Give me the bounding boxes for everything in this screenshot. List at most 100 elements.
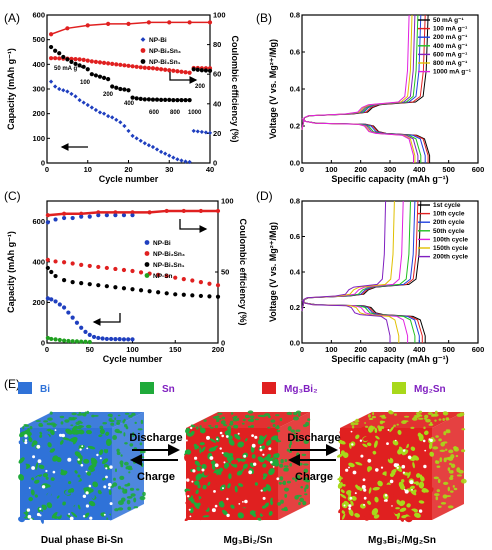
data-point bbox=[154, 147, 160, 152]
phase-grain bbox=[452, 485, 455, 488]
data-point bbox=[65, 57, 70, 62]
data-point bbox=[48, 56, 54, 61]
phase-grain bbox=[237, 417, 240, 421]
phase-grain bbox=[242, 463, 248, 469]
data-point bbox=[73, 94, 78, 99]
y-tick-label: 300 bbox=[32, 85, 45, 94]
pore bbox=[422, 439, 426, 443]
pore bbox=[363, 503, 366, 506]
pore bbox=[385, 499, 388, 502]
phase-grain bbox=[262, 463, 267, 468]
phase-grain bbox=[237, 512, 244, 519]
phase-grain bbox=[186, 505, 192, 509]
pore bbox=[362, 478, 366, 482]
data-point bbox=[104, 284, 109, 289]
data-point bbox=[79, 339, 84, 344]
phase-grain bbox=[77, 504, 81, 510]
phase-grain bbox=[379, 415, 386, 418]
phase-grain bbox=[273, 508, 277, 512]
legend-swatch bbox=[262, 382, 276, 394]
phase-grain bbox=[122, 488, 127, 494]
cube bbox=[184, 410, 311, 522]
phase-grain bbox=[218, 501, 225, 508]
data-point bbox=[144, 273, 150, 278]
phase-grain bbox=[338, 508, 343, 514]
phase-grain bbox=[117, 507, 124, 511]
phase-grain bbox=[124, 412, 130, 415]
phase-grain bbox=[217, 470, 222, 476]
y-tick-label: 400 bbox=[32, 257, 45, 266]
phase-grain bbox=[447, 486, 450, 492]
phase-grain bbox=[284, 459, 288, 462]
phase-grain bbox=[254, 418, 260, 421]
data-point bbox=[146, 65, 151, 71]
phase-grain bbox=[304, 493, 308, 496]
phase-grain bbox=[137, 428, 143, 431]
data-point bbox=[85, 67, 90, 72]
legend-label: Sn bbox=[162, 384, 175, 395]
phase-grain bbox=[127, 467, 133, 471]
y-axis-label: Voltage (V vs. Mg²⁺/Mg) bbox=[268, 222, 278, 322]
phase-grain bbox=[232, 416, 237, 419]
data-point bbox=[101, 111, 107, 116]
data-point bbox=[190, 278, 195, 283]
phase-grain bbox=[200, 489, 209, 494]
data-point bbox=[175, 157, 180, 162]
phase-grain bbox=[263, 473, 268, 477]
phase-grain bbox=[280, 459, 284, 464]
data-point bbox=[62, 260, 67, 265]
pore bbox=[89, 516, 93, 520]
phase-grain bbox=[234, 433, 241, 440]
phase-grain bbox=[365, 425, 369, 428]
data-point bbox=[146, 143, 151, 148]
data-point bbox=[195, 67, 200, 72]
phase-grain bbox=[298, 413, 301, 417]
phase-grain bbox=[371, 508, 379, 516]
pore bbox=[191, 480, 194, 483]
data-point bbox=[87, 332, 92, 337]
phase-grain bbox=[126, 496, 133, 499]
phase-grain bbox=[254, 482, 259, 486]
pore bbox=[270, 460, 273, 464]
data-point bbox=[144, 251, 150, 256]
phase-grain bbox=[197, 484, 201, 489]
phase-grain bbox=[447, 467, 451, 471]
y-tick-label: 0.4 bbox=[290, 85, 301, 94]
data-point bbox=[118, 86, 123, 92]
phase-grain bbox=[438, 438, 442, 442]
phase-grain bbox=[83, 487, 91, 492]
data-point bbox=[66, 310, 71, 315]
phase-grain bbox=[257, 414, 263, 417]
phase-grain bbox=[395, 475, 399, 481]
phase-grain bbox=[100, 443, 108, 450]
x-tick-label: 600 bbox=[472, 345, 485, 354]
phase-grain bbox=[42, 473, 49, 478]
data-point bbox=[57, 302, 62, 307]
data-point bbox=[106, 114, 111, 119]
data-point bbox=[61, 54, 66, 60]
data-point bbox=[138, 96, 143, 101]
data-point bbox=[175, 69, 180, 74]
legend-entry: NP-Bi₁Sn₁ bbox=[153, 262, 185, 269]
phase-grain bbox=[439, 457, 443, 463]
phase-grain bbox=[30, 489, 35, 496]
pore bbox=[96, 453, 99, 457]
phase-grain bbox=[450, 463, 456, 468]
data-point bbox=[146, 97, 151, 102]
pore bbox=[186, 478, 190, 482]
phase-grain bbox=[136, 488, 140, 491]
x-tick-label: 400 bbox=[413, 165, 426, 174]
data-point bbox=[126, 128, 131, 134]
phase-grain bbox=[114, 428, 120, 433]
pore bbox=[221, 452, 224, 454]
x-tick-label: 0 bbox=[45, 165, 49, 174]
phase-grain bbox=[228, 439, 235, 446]
data-point bbox=[49, 336, 54, 342]
phase-grain bbox=[142, 491, 146, 497]
phase-grain bbox=[432, 446, 439, 450]
phase-grain bbox=[92, 481, 99, 488]
data-point bbox=[183, 98, 188, 103]
phase-grain bbox=[450, 475, 454, 478]
phase-grain bbox=[363, 514, 370, 521]
pore bbox=[237, 432, 240, 435]
